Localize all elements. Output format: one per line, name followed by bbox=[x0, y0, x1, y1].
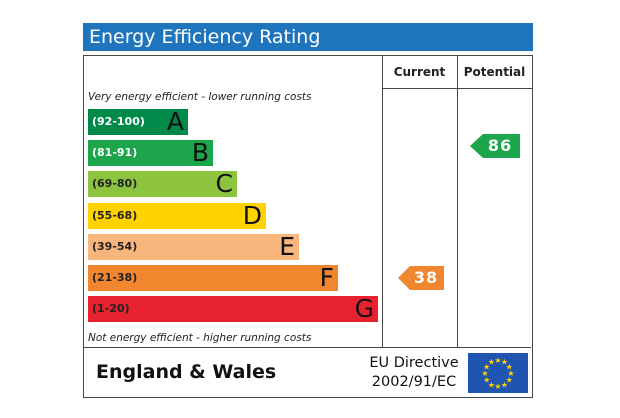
current-rating-arrow: 38 bbox=[398, 266, 444, 290]
band-letter: D bbox=[242, 200, 262, 230]
band-c: (69-80) C bbox=[88, 169, 237, 199]
band-letter: F bbox=[319, 263, 334, 292]
star-icon: ★ bbox=[506, 376, 513, 385]
caption-top: Very energy efficient - lower running co… bbox=[88, 91, 312, 103]
band-f: (21-38) F bbox=[88, 265, 338, 291]
star-icon: ★ bbox=[507, 369, 514, 378]
directive-line-2: 2002/91/EC bbox=[371, 374, 457, 390]
band-letter: C bbox=[215, 169, 233, 199]
band-range: (92-100) bbox=[92, 115, 145, 128]
potential-rating-arrow: 86 bbox=[470, 134, 520, 158]
star-icon: ★ bbox=[494, 356, 501, 365]
band-range: (69-80) bbox=[92, 177, 138, 191]
star-icon: ★ bbox=[501, 380, 508, 389]
band-e: (39-54) E bbox=[88, 231, 299, 261]
star-icon: ★ bbox=[506, 363, 513, 372]
column-current-header: Current bbox=[393, 65, 446, 79]
band-letter: B bbox=[191, 138, 209, 168]
potential-rating-value: 86 bbox=[487, 136, 513, 155]
star-icon: ★ bbox=[483, 376, 490, 385]
band-d: (55-68) D bbox=[88, 200, 266, 230]
band-range: (1-20) bbox=[92, 302, 130, 316]
band-range: (21-38) bbox=[92, 271, 138, 284]
band-range: (81-91) bbox=[92, 146, 138, 160]
star-icon: ★ bbox=[488, 358, 495, 367]
star-icon: ★ bbox=[488, 380, 495, 389]
band-letter: A bbox=[166, 107, 184, 136]
star-icon: ★ bbox=[481, 369, 488, 378]
star-icon: ★ bbox=[483, 363, 490, 372]
chart-title: Energy Efficiency Rating bbox=[83, 23, 533, 51]
footer-divider bbox=[84, 347, 531, 348]
band-range: (55-68) bbox=[92, 208, 138, 222]
band-letter: E bbox=[279, 231, 295, 261]
current-rating-value: 38 bbox=[413, 268, 439, 287]
header-divider bbox=[382, 88, 532, 89]
column-potential-header: Potential bbox=[463, 65, 526, 79]
band-b: (81-91) B bbox=[88, 138, 213, 168]
band-letter: G bbox=[354, 294, 374, 324]
eu-directive: EU Directive 2002/91/EC bbox=[364, 354, 464, 392]
caption-bottom: Not energy efficient - higher running co… bbox=[88, 332, 312, 344]
divider-potential bbox=[457, 56, 458, 348]
star-icon: ★ bbox=[501, 358, 508, 367]
band-range: (39-54) bbox=[92, 239, 138, 253]
rating-frame: Current Potential Very energy efficient … bbox=[83, 55, 533, 398]
band-g: (1-20) G bbox=[88, 294, 378, 324]
divider-current bbox=[382, 56, 383, 348]
band-a: (92-100) A bbox=[88, 109, 188, 135]
eu-flag-icon: ★ ★ ★ ★ ★ ★ ★ ★ ★ ★ ★ ★ bbox=[468, 353, 528, 393]
directive-line-1: EU Directive bbox=[369, 355, 459, 371]
region-label: England & Wales bbox=[96, 361, 277, 383]
star-icon: ★ bbox=[494, 382, 501, 391]
